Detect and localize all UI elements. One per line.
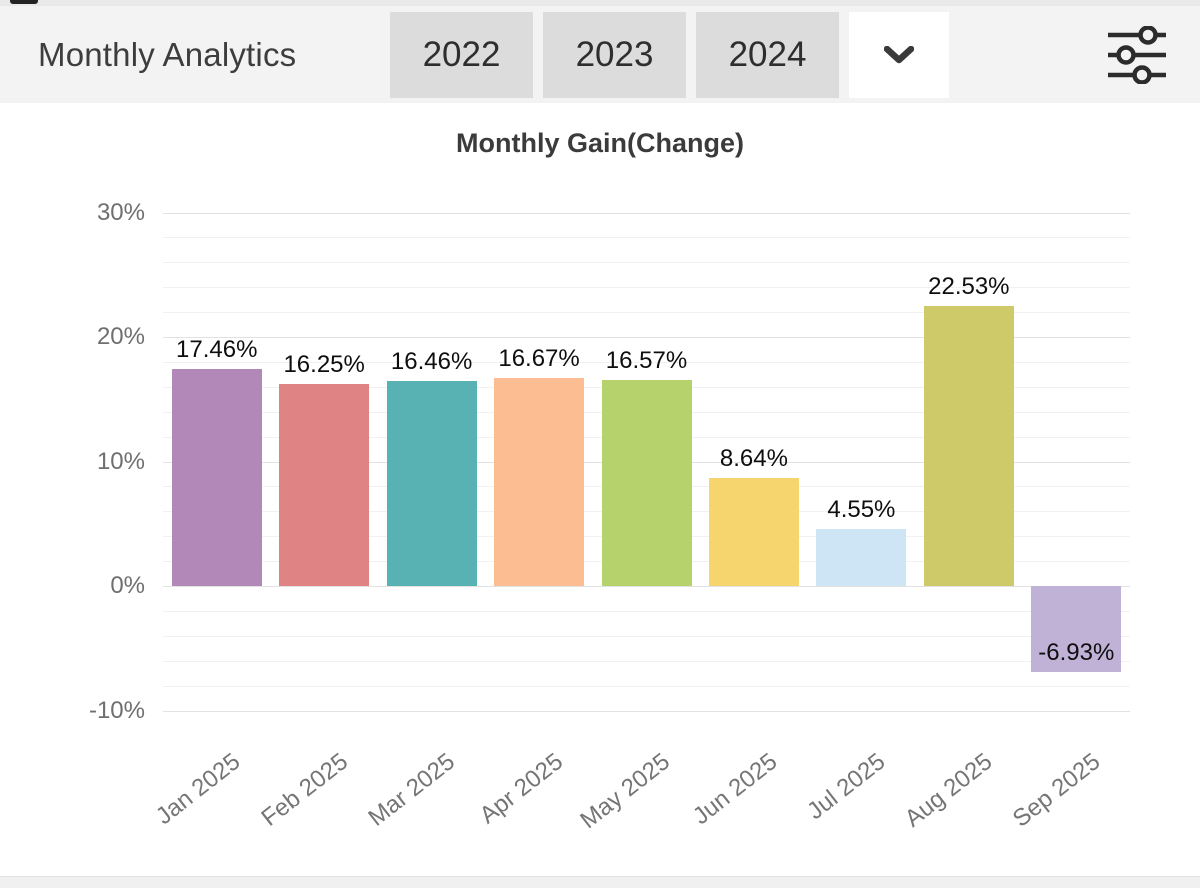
bar-apr-2025[interactable] (494, 378, 585, 586)
y-axis-tick-label: 30% (96, 198, 145, 226)
major-gridline (163, 586, 1130, 587)
bar-value-label: 4.55% (827, 496, 896, 524)
bar-value-label: 8.64% (719, 445, 788, 473)
settings-button[interactable] (1102, 23, 1172, 87)
minor-gridline (163, 237, 1130, 239)
bar-aug-2025[interactable] (923, 305, 1014, 586)
y-axis-tick-label: -10% (88, 696, 145, 724)
x-axis-tick-label: Sep 2025 (1007, 748, 1105, 833)
major-gridline (163, 710, 1130, 712)
major-gridline (163, 337, 1130, 338)
minor-gridline (163, 685, 1130, 687)
bar-value-label: -6.93% (1038, 639, 1115, 667)
bar-value-label: 16.25% (283, 350, 365, 378)
bar-value-label: 22.53% (928, 272, 1010, 300)
y-axis-tick-label: 20% (96, 323, 145, 350)
bottom-strip (0, 876, 1200, 888)
chevron-down-icon (884, 45, 914, 63)
chart-title: Monthly Gain(Change) (456, 128, 744, 158)
x-axis-tick-label: Mar 2025 (363, 748, 461, 832)
app-title: Monthly Analytics (38, 35, 297, 73)
bar-value-label: 16.67% (498, 345, 580, 373)
year-dropdown-button[interactable] (849, 11, 949, 98)
year-button-2023[interactable]: 2023 (543, 11, 686, 98)
year-tabs: 2022 2023 2024 (390, 11, 949, 98)
minor-gridline (163, 660, 1130, 662)
minor-gridline (163, 287, 1130, 289)
bar-sep-2025[interactable] (1031, 586, 1122, 673)
minor-gridline (163, 361, 1130, 363)
bar-value-label: 16.46% (390, 348, 473, 376)
x-axis-tick-label: Apr 2025 (474, 748, 568, 830)
year-button-2022[interactable]: 2022 (390, 11, 533, 98)
minor-gridline (163, 635, 1130, 637)
top-strip (0, 0, 1200, 6)
bar-mar-2025[interactable] (386, 381, 477, 586)
minor-gridline (163, 610, 1130, 612)
bar-value-label: 17.46% (176, 335, 258, 363)
x-axis-tick-label: Jan 2025 (150, 748, 246, 831)
sliders-icon (1108, 25, 1166, 84)
major-gridline (163, 212, 1130, 214)
minor-gridline (163, 262, 1130, 264)
toolbar: Monthly Analytics 2022 2023 2024 (0, 6, 1200, 103)
x-axis-tick-label: Jun 2025 (688, 748, 783, 831)
y-axis-tick-label: 0% (110, 572, 145, 599)
x-axis-tick-label: Jul 2025 (801, 748, 891, 826)
bar-jul-2025[interactable] (816, 529, 907, 586)
bar-feb-2025[interactable] (279, 383, 370, 586)
minor-gridline (163, 312, 1130, 314)
top-left-artifact (10, 0, 38, 4)
year-button-2024[interactable]: 2024 (696, 11, 839, 98)
bar-jan-2025[interactable] (171, 368, 262, 586)
x-axis-tick-label: Aug 2025 (899, 748, 998, 833)
x-axis-tick-label: May 2025 (575, 748, 676, 835)
bar-jun-2025[interactable] (708, 478, 799, 586)
x-axis-tick-label: Feb 2025 (256, 748, 353, 832)
bar-value-label: 16.57% (605, 346, 688, 374)
y-axis-tick-label: 10% (96, 447, 145, 475)
bar-may-2025[interactable] (601, 379, 692, 586)
